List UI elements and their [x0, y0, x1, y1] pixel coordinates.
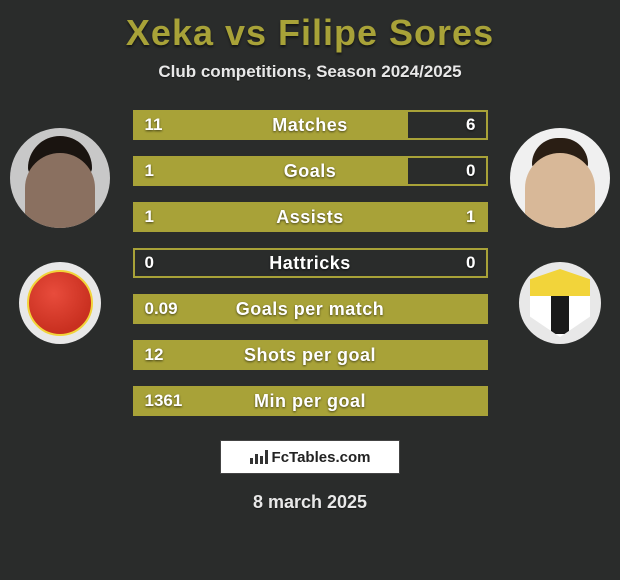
stat-label: Goals per match — [135, 299, 486, 320]
page-subtitle: Club competitions, Season 2024/2025 — [0, 62, 620, 82]
club-crest-right — [519, 262, 601, 344]
stat-value-right: 1 — [466, 207, 475, 227]
stat-row: 1Assists1 — [133, 202, 488, 232]
stat-label: Shots per goal — [135, 345, 486, 366]
stat-value-right: 0 — [466, 253, 475, 273]
club-crest-left — [19, 262, 101, 344]
stat-row: 12Shots per goal — [133, 340, 488, 370]
bar-chart-icon — [250, 450, 268, 464]
stat-label: Matches — [135, 115, 486, 136]
stat-row: 0Hattricks0 — [133, 248, 488, 278]
logo-text: FcTables.com — [272, 449, 371, 466]
stat-label: Min per goal — [135, 391, 486, 412]
stat-label: Hattricks — [135, 253, 486, 274]
stats-container: 11Matches61Goals01Assists10Hattricks00.0… — [133, 110, 488, 416]
player-left-avatar — [10, 128, 110, 228]
stat-value-right: 6 — [466, 115, 475, 135]
stat-label: Assists — [135, 207, 486, 228]
date-text: 8 march 2025 — [0, 492, 620, 513]
stat-value-right: 0 — [466, 161, 475, 181]
stat-row: 1361Min per goal — [133, 386, 488, 416]
fctables-logo[interactable]: FcTables.com — [220, 440, 400, 474]
page-title: Xeka vs Filipe Sores — [0, 0, 620, 62]
player-right-avatar — [510, 128, 610, 228]
stat-row: 1Goals0 — [133, 156, 488, 186]
stat-row: 0.09Goals per match — [133, 294, 488, 324]
stat-label: Goals — [135, 161, 486, 182]
stat-row: 11Matches6 — [133, 110, 488, 140]
